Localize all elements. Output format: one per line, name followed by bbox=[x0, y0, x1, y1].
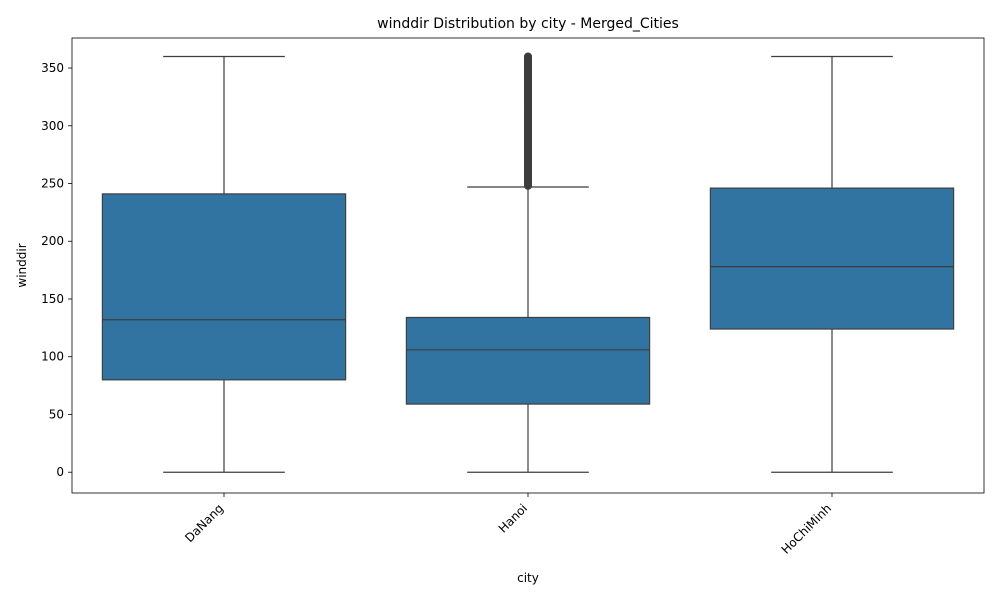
chart-title: winddir Distribution by city - Merged_Ci… bbox=[377, 16, 679, 32]
box-hochiminh bbox=[709, 55, 955, 473]
outliers bbox=[524, 52, 532, 190]
box-danang bbox=[101, 55, 347, 473]
y-tick-label: 300 bbox=[41, 119, 64, 133]
x-tick-label: DaNang bbox=[182, 501, 226, 545]
x-tick-label: HoChiMinh bbox=[779, 501, 835, 557]
x-axis: DaNang Hanoi HoChiMinh bbox=[182, 493, 834, 557]
y-axis: 0 50 100 150 200 250 300 350 bbox=[41, 61, 72, 479]
iqr-box bbox=[101, 193, 347, 381]
x-axis-label: city bbox=[517, 571, 539, 585]
y-tick-label: 0 bbox=[56, 465, 64, 479]
y-tick-label: 150 bbox=[41, 292, 64, 306]
box-hanoi bbox=[405, 52, 651, 473]
y-tick-label: 100 bbox=[41, 350, 64, 364]
y-tick-label: 250 bbox=[41, 177, 64, 191]
y-tick-label: 200 bbox=[41, 234, 64, 248]
outlier-point bbox=[524, 52, 532, 61]
boxes-group bbox=[101, 52, 955, 473]
y-tick-label: 50 bbox=[49, 407, 64, 421]
iqr-box bbox=[405, 316, 651, 405]
y-tick-label: 350 bbox=[41, 61, 64, 75]
x-tick-label: Hanoi bbox=[496, 501, 530, 535]
y-axis-label: winddir bbox=[15, 243, 29, 287]
iqr-box bbox=[709, 187, 955, 330]
